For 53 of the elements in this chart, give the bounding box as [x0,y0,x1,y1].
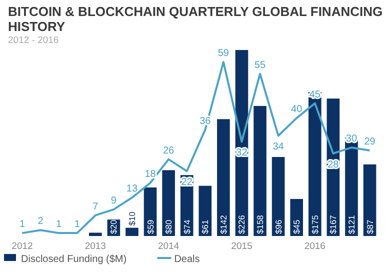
data-label: $226 [236,214,247,234]
data-label: 13 [126,184,138,195]
legend-label: Disclosed Funding ($M) [21,254,127,265]
data-label: 30 [346,134,358,145]
chart-subtitle: 2012 - 2016 [8,35,59,46]
data-label: 7 [92,201,99,212]
x-tick-label: 2015 [231,241,252,252]
data-label: 1 [19,219,26,230]
x-tick-label: 2013 [84,241,106,252]
data-label: 40 [291,104,303,116]
data-label: 2 [38,216,44,228]
data-label: $61 [200,220,210,234]
data-label: $142 [218,214,228,234]
chart-title: BITCOIN & BLOCKCHAIN QUARTERLY GLOBAL FINANCING HISTORY [8,4,383,34]
data-label: 45 [309,89,321,100]
data-label: 1 [74,219,80,230]
data-label: $10 [126,211,137,226]
data-label: 22 [181,177,193,188]
data-label: 55 [254,60,266,71]
data-label: $96 [273,220,284,234]
x-tick-label: 2012 [12,241,33,252]
bar [272,156,285,236]
bar [308,92,322,236]
bar [217,119,230,236]
data-label: $167 [328,214,338,234]
data-label: 29 [364,136,376,148]
bar [363,164,376,236]
data-label: $45 [292,220,302,234]
data-label: $175 [310,214,320,234]
data-label: $74 [182,220,192,234]
data-label: 34 [272,142,284,153]
data-label: 1 [56,219,62,230]
bar [88,232,102,236]
bar [162,170,175,236]
data-label: 9 [110,195,117,206]
data-label: $59 [145,220,156,234]
bar [126,228,138,236]
data-label: $80 [164,220,174,234]
x-tick-label: 2016 [304,241,326,252]
data-label: $121 [346,214,356,234]
data-label: 26 [163,145,175,156]
data-label: 28 [328,159,340,170]
data-label: $87 [364,220,375,234]
bar [198,186,212,236]
legend-label: Deals [174,254,200,265]
data-label: $158 [255,214,266,234]
x-tick-label: 2014 [158,241,180,252]
bar [290,198,304,236]
data-label: 59 [218,48,230,59]
bar [254,106,266,236]
data-label: 32 [236,148,248,159]
data-label: $20 [108,220,119,234]
data-label: 18 [144,168,156,180]
